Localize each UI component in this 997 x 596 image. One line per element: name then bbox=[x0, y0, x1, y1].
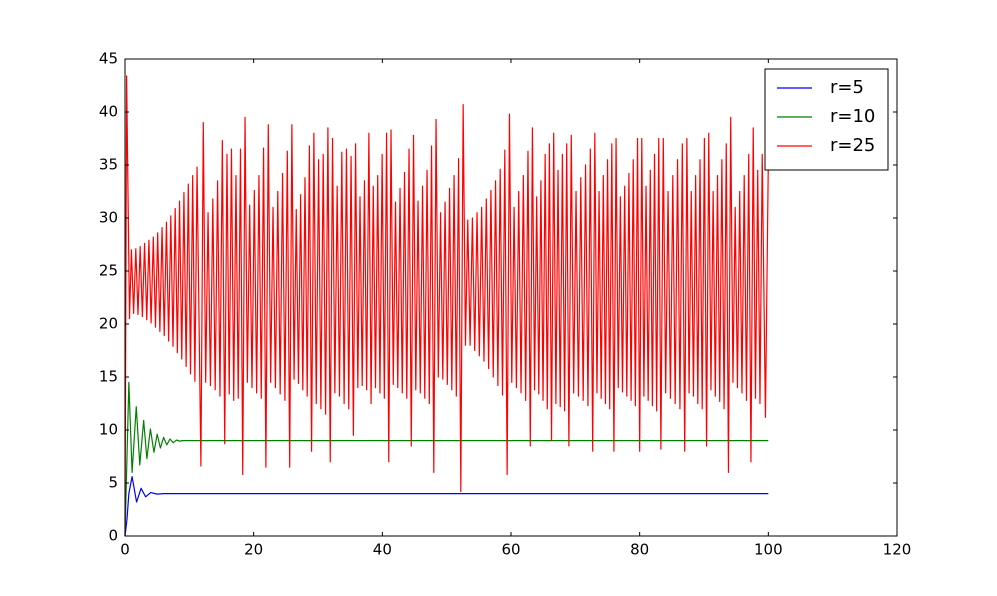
y-tick-label: 20 bbox=[99, 315, 118, 333]
line-series bbox=[124, 381, 769, 537]
y-tick-label: 0 bbox=[108, 527, 118, 545]
x-tick-label: 60 bbox=[501, 541, 520, 559]
x-tick-label: 80 bbox=[630, 541, 649, 559]
y-tick-label: 10 bbox=[99, 421, 118, 439]
legend-label: r=25 bbox=[830, 135, 875, 156]
line-series bbox=[124, 75, 769, 537]
legend-box bbox=[764, 68, 889, 171]
legend-label: r=5 bbox=[830, 77, 864, 98]
y-tick-label: 25 bbox=[99, 262, 118, 280]
y-tick-label: 45 bbox=[99, 50, 118, 68]
x-tick-label: 100 bbox=[754, 541, 783, 559]
x-tick-label: 20 bbox=[244, 541, 263, 559]
y-tick-label: 15 bbox=[99, 368, 118, 386]
x-tick-label: 40 bbox=[373, 541, 392, 559]
y-tick-label: 40 bbox=[99, 103, 118, 121]
x-tick-label: 0 bbox=[120, 541, 130, 559]
y-tick-label: 30 bbox=[99, 209, 118, 227]
y-tick-label: 35 bbox=[99, 156, 118, 174]
x-tick-label: 120 bbox=[883, 541, 912, 559]
legend: r=5 r=10 r=25 bbox=[764, 68, 889, 171]
legend-label: r=10 bbox=[830, 106, 875, 127]
y-tick-label: 5 bbox=[108, 474, 118, 492]
line-series bbox=[124, 476, 769, 537]
